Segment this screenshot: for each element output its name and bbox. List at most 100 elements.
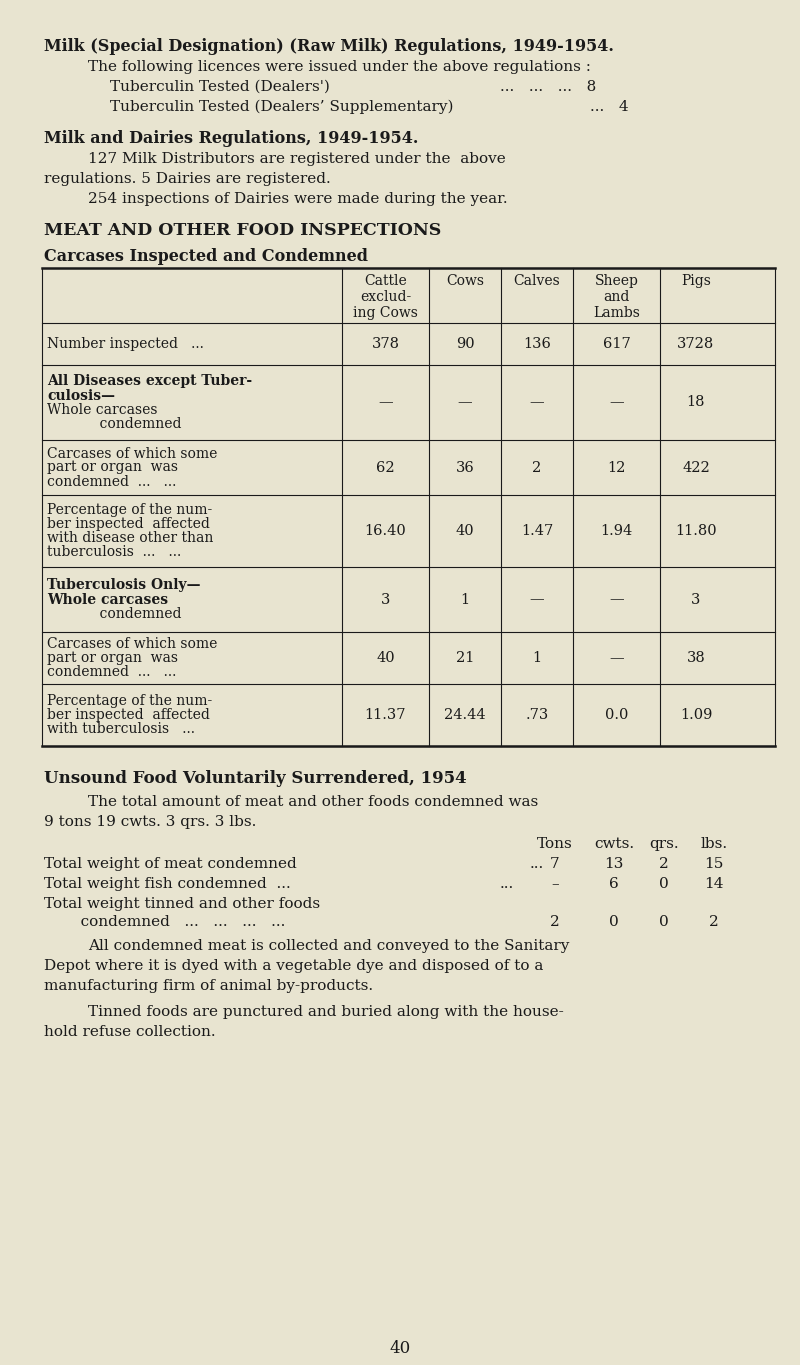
Text: 3728: 3728 bbox=[678, 337, 714, 351]
Text: —: — bbox=[530, 592, 544, 606]
Text: All Diseases except Tuber-: All Diseases except Tuber- bbox=[47, 374, 252, 389]
Text: .73: .73 bbox=[526, 708, 549, 722]
Text: 90: 90 bbox=[456, 337, 474, 351]
Text: Pigs: Pigs bbox=[681, 274, 711, 288]
Text: Carcases of which some: Carcases of which some bbox=[47, 446, 218, 460]
Text: —: — bbox=[378, 396, 393, 410]
Text: 11.37: 11.37 bbox=[365, 708, 406, 722]
Text: Percentage of the num-: Percentage of the num- bbox=[47, 693, 212, 708]
Text: 3: 3 bbox=[381, 592, 390, 606]
Text: Tuberculin Tested (Dealers’ Supplementary): Tuberculin Tested (Dealers’ Supplementar… bbox=[110, 100, 454, 115]
Text: Tuberculosis Only—: Tuberculosis Only— bbox=[47, 579, 201, 592]
Text: condemned: condemned bbox=[47, 606, 182, 621]
Text: ber inspected  affected: ber inspected affected bbox=[47, 708, 210, 722]
Text: 7: 7 bbox=[550, 857, 560, 871]
Text: 0: 0 bbox=[659, 876, 669, 891]
Text: Depot where it is dyed with a vegetable dye and disposed of to a: Depot where it is dyed with a vegetable … bbox=[44, 960, 543, 973]
Text: 12: 12 bbox=[607, 460, 626, 475]
Text: —: — bbox=[530, 396, 544, 410]
Text: 62: 62 bbox=[376, 460, 395, 475]
Text: Calves: Calves bbox=[514, 274, 560, 288]
Text: Lambs: Lambs bbox=[593, 306, 640, 319]
Text: 2: 2 bbox=[532, 460, 542, 475]
Text: Sheep: Sheep bbox=[594, 274, 638, 288]
Text: Whole carcases: Whole carcases bbox=[47, 592, 168, 606]
Text: part or organ  was: part or organ was bbox=[47, 460, 178, 475]
Text: ...: ... bbox=[530, 857, 544, 871]
Text: Tuberculin Tested (Dealers'): Tuberculin Tested (Dealers') bbox=[110, 81, 330, 94]
Text: Cattle: Cattle bbox=[364, 274, 407, 288]
Text: The following licences were issued under the above regulations :: The following licences were issued under… bbox=[88, 60, 591, 74]
Text: condemned: condemned bbox=[47, 416, 182, 430]
Text: ...   4: ... 4 bbox=[590, 100, 629, 115]
Text: 2: 2 bbox=[550, 915, 560, 930]
Text: 38: 38 bbox=[686, 651, 706, 665]
Text: Carcases Inspected and Condemned: Carcases Inspected and Condemned bbox=[44, 248, 368, 265]
Text: The total amount of meat and other foods condemned was: The total amount of meat and other foods… bbox=[88, 794, 538, 809]
Text: cwts.: cwts. bbox=[594, 837, 634, 850]
Text: 11.80: 11.80 bbox=[675, 524, 717, 538]
Text: 254 inspections of Dairies were made during the year.: 254 inspections of Dairies were made dur… bbox=[88, 192, 508, 206]
Text: lbs.: lbs. bbox=[701, 837, 727, 850]
Text: Total weight fish condemned  ...: Total weight fish condemned ... bbox=[44, 876, 290, 891]
Text: 13: 13 bbox=[604, 857, 624, 871]
Text: 136: 136 bbox=[523, 337, 551, 351]
Text: 9 tons 19 cwts. 3 qrs. 3 lbs.: 9 tons 19 cwts. 3 qrs. 3 lbs. bbox=[44, 815, 256, 829]
Text: 0: 0 bbox=[659, 915, 669, 930]
Text: 617: 617 bbox=[602, 337, 630, 351]
Text: 2: 2 bbox=[709, 915, 719, 930]
Text: All condemned meat is collected and conveyed to the Sanitary: All condemned meat is collected and conv… bbox=[88, 939, 570, 953]
Text: Milk (Special Designation) (Raw Milk) Regulations, 1949-1954.: Milk (Special Designation) (Raw Milk) Re… bbox=[44, 38, 614, 55]
Text: 127 Milk Distributors are registered under the  above: 127 Milk Distributors are registered und… bbox=[88, 152, 506, 167]
Text: Total weight tinned and other foods: Total weight tinned and other foods bbox=[44, 897, 320, 910]
Text: condemned  ...   ...: condemned ... ... bbox=[47, 665, 176, 678]
Text: manufacturing firm of animal by-products.: manufacturing firm of animal by-products… bbox=[44, 979, 373, 992]
Text: 0: 0 bbox=[609, 915, 619, 930]
Text: ing Cows: ing Cows bbox=[353, 306, 418, 319]
Text: —: — bbox=[458, 396, 472, 410]
Text: Percentage of the num-: Percentage of the num- bbox=[47, 502, 212, 517]
Text: exclud-: exclud- bbox=[360, 289, 411, 304]
Text: MEAT AND OTHER FOOD INSPECTIONS: MEAT AND OTHER FOOD INSPECTIONS bbox=[44, 222, 442, 239]
Text: Number inspected   ...: Number inspected ... bbox=[47, 337, 204, 351]
Text: Cows: Cows bbox=[446, 274, 484, 288]
Text: Tinned foods are punctured and buried along with the house-: Tinned foods are punctured and buried al… bbox=[88, 1005, 564, 1020]
Text: regulations. 5 Dairies are registered.: regulations. 5 Dairies are registered. bbox=[44, 172, 330, 186]
Text: 1: 1 bbox=[533, 651, 542, 665]
Text: condemned  ...   ...: condemned ... ... bbox=[47, 475, 176, 489]
Text: Tons: Tons bbox=[537, 837, 573, 850]
Text: Total weight of meat condemned: Total weight of meat condemned bbox=[44, 857, 297, 871]
Text: culosis—: culosis— bbox=[47, 389, 115, 403]
Text: 2: 2 bbox=[659, 857, 669, 871]
Text: ...: ... bbox=[500, 876, 514, 891]
Text: with tuberculosis   ...: with tuberculosis ... bbox=[47, 722, 195, 736]
Text: 40: 40 bbox=[376, 651, 395, 665]
Text: qrs.: qrs. bbox=[649, 837, 679, 850]
Text: 15: 15 bbox=[704, 857, 724, 871]
Text: 36: 36 bbox=[456, 460, 474, 475]
Text: 1: 1 bbox=[461, 592, 470, 606]
Text: 14: 14 bbox=[704, 876, 724, 891]
Text: 16.40: 16.40 bbox=[365, 524, 406, 538]
Text: ber inspected  affected: ber inspected affected bbox=[47, 517, 210, 531]
Text: 1.09: 1.09 bbox=[680, 708, 712, 722]
Text: 378: 378 bbox=[371, 337, 399, 351]
Text: Carcases of which some: Carcases of which some bbox=[47, 637, 218, 651]
Text: 6: 6 bbox=[609, 876, 619, 891]
Text: hold refuse collection.: hold refuse collection. bbox=[44, 1025, 216, 1039]
Text: 18: 18 bbox=[686, 396, 706, 410]
Text: 21: 21 bbox=[456, 651, 474, 665]
Text: 3: 3 bbox=[691, 592, 701, 606]
Text: —: — bbox=[609, 396, 624, 410]
Text: 40: 40 bbox=[456, 524, 474, 538]
Text: ...   ...   ...   8: ... ... ... 8 bbox=[500, 81, 596, 94]
Text: condemned   ...   ...   ...   ...: condemned ... ... ... ... bbox=[66, 915, 286, 930]
Text: Whole carcases: Whole carcases bbox=[47, 403, 158, 416]
Text: —: — bbox=[609, 651, 624, 665]
Text: part or organ  was: part or organ was bbox=[47, 651, 178, 665]
Text: 40: 40 bbox=[390, 1340, 410, 1357]
Text: with disease other than: with disease other than bbox=[47, 531, 214, 545]
Text: –: – bbox=[551, 876, 559, 891]
Text: Unsound Food Voluntarily Surrendered, 1954: Unsound Food Voluntarily Surrendered, 19… bbox=[44, 770, 466, 788]
Text: 0.0: 0.0 bbox=[605, 708, 628, 722]
